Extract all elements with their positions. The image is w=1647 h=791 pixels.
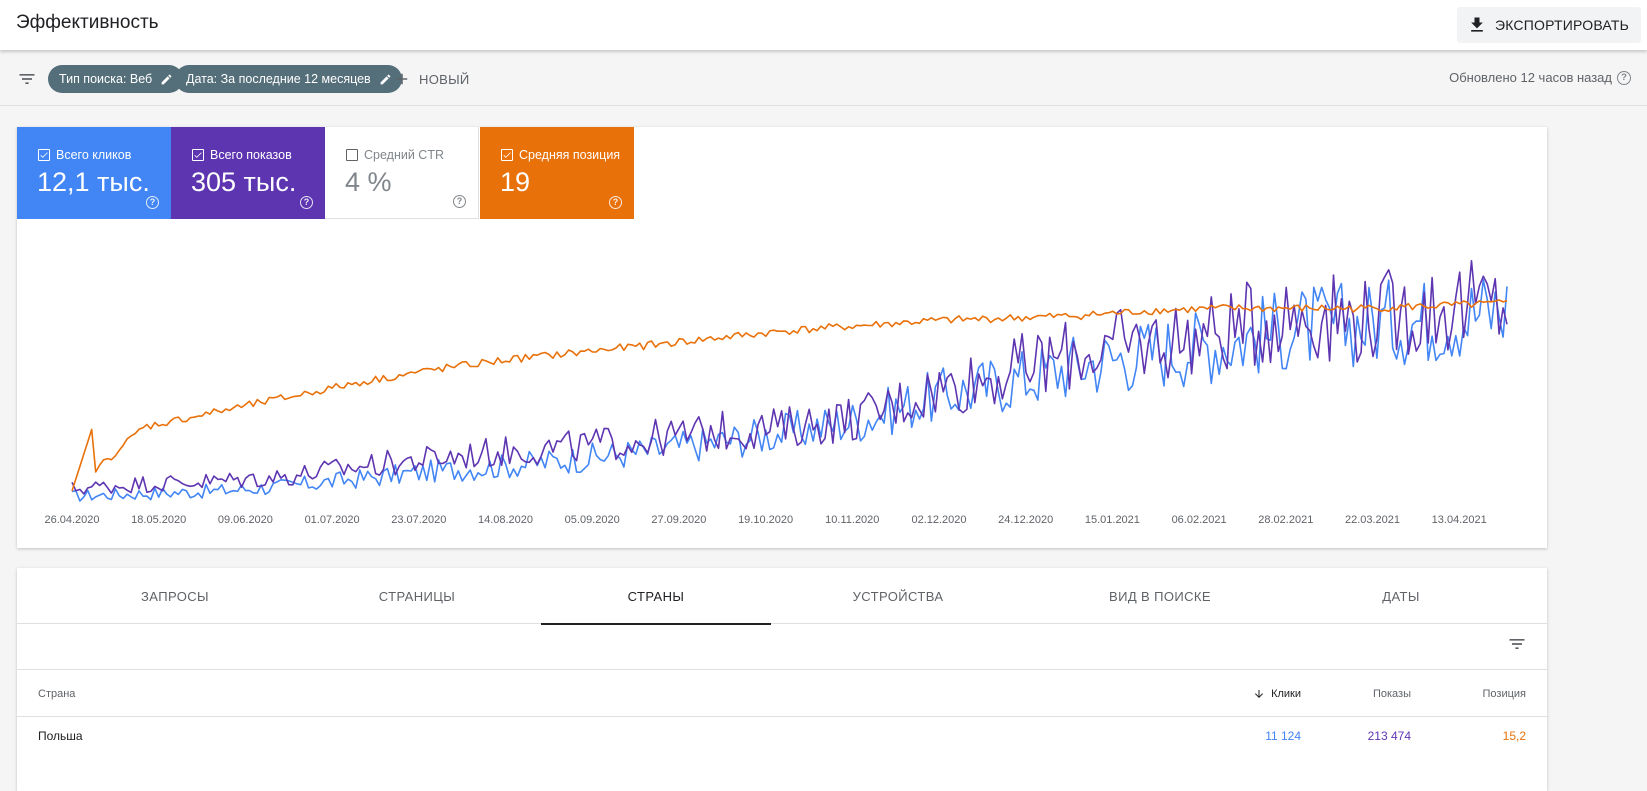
performance-line-chart[interactable]: 26.04.2020 18.05.2020 09.06.2020 01.07.2020…: [17, 219, 1547, 548]
column-header-country[interactable]: Страна: [38, 688, 76, 700]
checkbox-checked-icon[interactable]: [38, 149, 50, 161]
metric-average-ctr[interactable]: Средний CTR 4 % ?: [325, 127, 479, 219]
series-line-position[interactable]: [71, 299, 1508, 492]
x-tick-label: 05.09.2020: [565, 514, 620, 526]
help-icon[interactable]: ?: [1617, 70, 1631, 85]
cell-impressions: 213 474: [1367, 729, 1411, 743]
x-tick-label: 27.09.2020: [651, 514, 706, 526]
date-range-chip-label: Дата: За последние 12 месяцев: [186, 72, 371, 86]
help-icon[interactable]: ?: [453, 195, 466, 208]
metric-label: Всего кликов: [56, 148, 132, 162]
help-icon[interactable]: ?: [609, 196, 622, 209]
metric-value: 19: [500, 167, 531, 197]
x-tick-label: 14.08.2020: [478, 514, 533, 526]
checkbox-unchecked-icon[interactable]: [346, 149, 358, 161]
tab-devices[interactable]: УСТРОЙСТВА: [852, 588, 944, 604]
metric-value: 305 тыс.: [191, 167, 297, 197]
x-tick-label: 26.04.2020: [44, 514, 99, 526]
table-row[interactable]: Польша 11 124 213 474 15,2: [17, 717, 1547, 757]
dimension-tabs: ЗАПРОСЫ СТРАНИЦЫ СТРАНЫ УСТРОЙСТВА ВИД В…: [17, 568, 1547, 625]
x-tick-label: 28.02.2021: [1258, 514, 1313, 526]
filter-bar: Тип поиска: Веб Дата: За последние 12 ме…: [0, 52, 1647, 106]
help-icon[interactable]: ?: [300, 196, 313, 209]
metric-value: 4 %: [345, 167, 392, 197]
download-icon: [1471, 17, 1483, 32]
page-title: Эффективность: [16, 12, 159, 33]
x-tick-label: 18.05.2020: [131, 514, 186, 526]
x-tick-label: 19.10.2020: [738, 514, 793, 526]
search-type-chip-label: Тип поиска: Веб: [59, 72, 153, 86]
new-filter-button[interactable]: НОВЫЙ: [393, 65, 470, 93]
tab-pages[interactable]: СТРАНИЦЫ: [378, 588, 456, 604]
help-icon[interactable]: ?: [146, 196, 159, 209]
x-tick-label: 10.11.2020: [825, 514, 879, 526]
metric-average-position[interactable]: Средняя позиция 19 ?: [480, 127, 634, 219]
metric-label: Средний CTR: [364, 148, 444, 162]
tab-search-appearance[interactable]: ВИД В ПОИСКЕ: [1109, 588, 1211, 604]
table-header: Страна Клики Показы Позиция: [17, 669, 1547, 717]
metric-total-clicks[interactable]: Всего кликов 12,1 тыс. ?: [17, 127, 171, 219]
edit-icon: [161, 74, 172, 84]
export-button[interactable]: ЭКСПОРТИРОВАТЬ: [1456, 7, 1641, 43]
app-header: Эффективность ЭКСПОРТИРОВАТЬ: [0, 0, 1647, 50]
tab-queries[interactable]: ЗАПРОСЫ: [141, 588, 209, 604]
column-header-impressions[interactable]: Показы: [1372, 688, 1411, 700]
x-tick-label: 23.07.2020: [391, 514, 446, 526]
export-button-label: ЭКСПОРТИРОВАТЬ: [1494, 17, 1629, 33]
tab-dates[interactable]: ДАТЫ: [1382, 588, 1420, 604]
x-tick-label: 13.04.2021: [1432, 514, 1487, 526]
series-line-impressions[interactable]: [71, 259, 1508, 495]
checkbox-checked-icon[interactable]: [192, 149, 204, 161]
new-filter-label: НОВЫЙ: [419, 71, 470, 87]
x-tick-label: 24.12.2020: [998, 514, 1053, 526]
metric-value: 12,1 тыс.: [37, 167, 150, 197]
column-header-clicks[interactable]: Клики: [1253, 688, 1301, 700]
tab-countries[interactable]: СТРАНЫ: [541, 568, 771, 625]
metric-total-impressions[interactable]: Всего показов 305 тыс. ?: [171, 127, 325, 219]
checkbox-checked-icon[interactable]: [501, 149, 513, 161]
column-header-position[interactable]: Позиция: [1482, 688, 1527, 700]
table-filter-icon[interactable]: [1507, 634, 1527, 654]
series-line-clicks[interactable]: [71, 278, 1508, 502]
filter-icon[interactable]: [17, 69, 37, 89]
updated-status: Обновлено 12 часов назад ?: [1449, 70, 1631, 85]
column-header-clicks-label: Клики: [1271, 688, 1301, 700]
search-type-chip[interactable]: Тип поиска: Веб: [48, 65, 184, 93]
metric-label: Всего показов: [210, 148, 292, 162]
x-tick-label: 15.01.2021: [1085, 514, 1140, 526]
cell-position: 15,2: [1502, 729, 1526, 743]
updated-text: Обновлено 12 часов назад: [1449, 70, 1612, 85]
dimension-table-card: ЗАПРОСЫ СТРАНИЦЫ СТРАНЫ УСТРОЙСТВА ВИД В…: [17, 568, 1547, 791]
performance-chart-card: Всего кликов 12,1 тыс. ? Всего показов 3…: [17, 127, 1547, 548]
cell-country: Польша: [38, 729, 83, 743]
cell-clicks: 11 124: [1265, 729, 1301, 743]
plus-icon: [396, 73, 408, 85]
date-range-chip[interactable]: Дата: За последние 12 месяцев: [175, 65, 402, 93]
sort-arrow-down-icon: [1255, 690, 1264, 698]
x-tick-label: 02.12.2020: [911, 514, 966, 526]
metric-label: Средняя позиция: [519, 148, 621, 162]
x-tick-label: 22.03.2021: [1345, 514, 1400, 526]
x-tick-label: 09.06.2020: [218, 514, 273, 526]
x-tick-label: 06.02.2021: [1172, 514, 1227, 526]
edit-icon: [380, 74, 391, 84]
x-tick-label: 01.07.2020: [305, 514, 360, 526]
